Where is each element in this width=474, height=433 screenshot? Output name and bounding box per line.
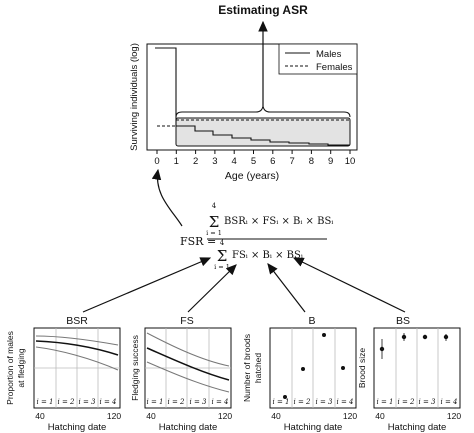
panel-i-label: i = 4 (211, 398, 228, 406)
panel-x-tick-label: 120 (218, 411, 232, 421)
survival-x-tick-label: 5 (251, 156, 256, 167)
legend-females-label: Females (316, 62, 353, 73)
panel-x-tick-label: 120 (107, 411, 121, 421)
b-point-2 (301, 367, 305, 371)
panel-i-label: i = 3 (78, 398, 96, 406)
panel-bs-title: BS (396, 315, 410, 327)
survival-x-tick-label: 8 (309, 156, 314, 167)
sum-bottom-den: i = 1 (214, 263, 230, 271)
survival-plot-frame (146, 43, 358, 151)
panel-i-label: i = 2 (167, 398, 185, 406)
panel-bsr: BSR Proportion of males at fledging (5, 315, 121, 409)
panel-fs: FS Fledging success (130, 315, 232, 409)
formula-numerator: BSRᵢ × FSᵢ × Bᵢ × BSᵢ (224, 216, 333, 227)
survival-plot: Males Females 0 1 2 3 4 5 6 7 8 9 10 Age (years) S… (129, 43, 358, 182)
survival-x-tick-label: 2 (193, 156, 198, 167)
arrow-from-bs (292, 257, 406, 313)
panel-i-label: i = 4 (440, 398, 457, 406)
arrow-from-fs (187, 264, 237, 313)
panel-i-label: i = 2 (57, 398, 75, 406)
b-point-4 (341, 366, 345, 370)
panel-i-label: i = 3 (189, 398, 207, 406)
panel-i-label: i = 1 (146, 398, 163, 406)
sum-bottom-num: i = 1 (206, 229, 222, 237)
sum-sign-num: Σ (209, 213, 220, 231)
survival-x-tick-label: 3 (212, 156, 217, 167)
survival-x-tick-label: 6 (270, 156, 275, 167)
arrow-from-bsr (82, 257, 212, 313)
b-point-3 (322, 333, 326, 337)
panel-x-tick-label: 40 (271, 411, 281, 421)
panel-fs-title: FS (180, 315, 193, 327)
panel-i-label: i = 3 (418, 398, 436, 406)
survival-x-axis: 0 1 2 3 4 5 6 7 8 9 10 (154, 150, 355, 167)
formula-lhs: FSR = (180, 235, 216, 248)
panel-i-label: i = 4 (99, 398, 116, 406)
survival-x-tick-label: 10 (345, 156, 356, 167)
fsr-formula: FSR = 4 Σ i = 1 BSRᵢ × FSᵢ × Bᵢ × BSᵢ 4 … (180, 202, 333, 271)
survival-x-tick-label: 0 (154, 156, 159, 167)
panel-i-label: i = 1 (36, 398, 53, 406)
panel-b: B Number of broods hatched (242, 315, 357, 409)
panel-i-label: i = 2 (293, 398, 311, 406)
panel-bs-ylabel: Brood size (357, 348, 367, 388)
panel-b-ylabel-2: hatched (253, 353, 263, 384)
panel-x-label: Hatching date (48, 422, 107, 433)
range-brace (175, 105, 351, 118)
survival-x-tick-label: 7 (289, 156, 294, 167)
panel-i-label: i = 4 (336, 398, 353, 406)
panel-x-label: Hatching date (284, 422, 343, 433)
sum-top-num: 4 (212, 202, 217, 210)
panel-x-tick-label: 120 (343, 411, 357, 421)
legend: Males Females (278, 43, 358, 75)
panel-x-tick-label: 40 (375, 411, 385, 421)
sum-sign-den: Σ (217, 247, 228, 265)
males-curve (155, 47, 350, 146)
arrow-from-b (267, 263, 306, 313)
panel-fs-ylabel: Fledging success (130, 335, 140, 401)
panel-i-label: i = 2 (397, 398, 415, 406)
figure-title: Estimating ASR (218, 3, 308, 17)
survival-y-label: Surviving individuals (log) (129, 43, 140, 151)
panel-i-label: i = 3 (315, 398, 333, 406)
panel-i-label: i = 1 (272, 398, 289, 406)
legend-males-label: Males (316, 49, 342, 60)
panel-bsr-ylabel-1: Proportion of males (5, 331, 15, 405)
panel-b-ylabel-1: Number of broods (242, 334, 252, 402)
survival-x-tick-label: 9 (328, 156, 333, 167)
panel-x-tick-label: 40 (146, 411, 156, 421)
b-point-1 (283, 395, 287, 399)
panel-x-label: Hatching date (159, 422, 218, 433)
panel-x-tick-label: 120 (447, 411, 461, 421)
shaded-range (175, 117, 351, 147)
panel-i-label: i = 1 (376, 398, 393, 406)
survival-x-label: Age (years) (225, 170, 279, 182)
panel-b-title: B (308, 315, 315, 327)
panel-bsr-ylabel-2: at fledging (16, 348, 26, 387)
panel-bsr-title: BSR (66, 315, 88, 327)
panel-bs: BS Brood size (357, 315, 461, 409)
sum-top-den: 4 (220, 239, 225, 247)
panel-x-tick-label: 40 (35, 411, 45, 421)
survival-x-tick-label: 1 (174, 156, 179, 167)
arrow-to-age-zero (151, 168, 183, 227)
panel-x-label: Hatching date (388, 422, 447, 433)
formula-denominator: FSᵢ × Bᵢ × BSᵢ (232, 250, 303, 261)
survival-x-tick-label: 4 (232, 156, 237, 167)
